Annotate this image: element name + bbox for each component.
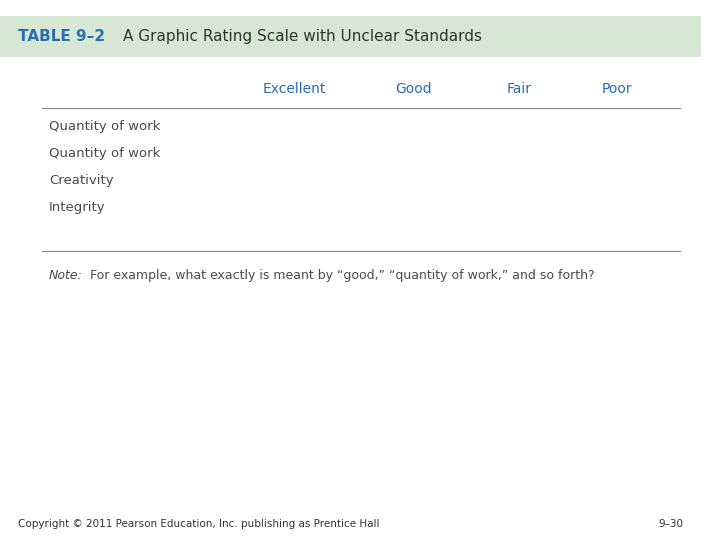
Text: Fair: Fair <box>506 82 531 96</box>
Text: Copyright © 2011 Pearson Education, Inc. publishing as Prentice Hall: Copyright © 2011 Pearson Education, Inc.… <box>17 519 379 529</box>
Text: A Graphic Rating Scale with Unclear Standards: A Graphic Rating Scale with Unclear Stan… <box>122 29 482 44</box>
Text: Poor: Poor <box>602 82 632 96</box>
Text: Good: Good <box>395 82 432 96</box>
Text: Integrity: Integrity <box>49 201 106 214</box>
Text: For example, what exactly is meant by “good,” “quantity of work,” and so forth?: For example, what exactly is meant by “g… <box>86 269 594 282</box>
FancyBboxPatch shape <box>0 16 701 57</box>
Text: TABLE 9–2: TABLE 9–2 <box>17 29 104 44</box>
Text: Excellent: Excellent <box>263 82 326 96</box>
Text: Note:: Note: <box>49 269 83 282</box>
Text: Creativity: Creativity <box>49 174 114 187</box>
Text: Quantity of work: Quantity of work <box>49 147 161 160</box>
Text: Quantity of work: Quantity of work <box>49 120 161 133</box>
Text: 9–30: 9–30 <box>659 519 684 529</box>
